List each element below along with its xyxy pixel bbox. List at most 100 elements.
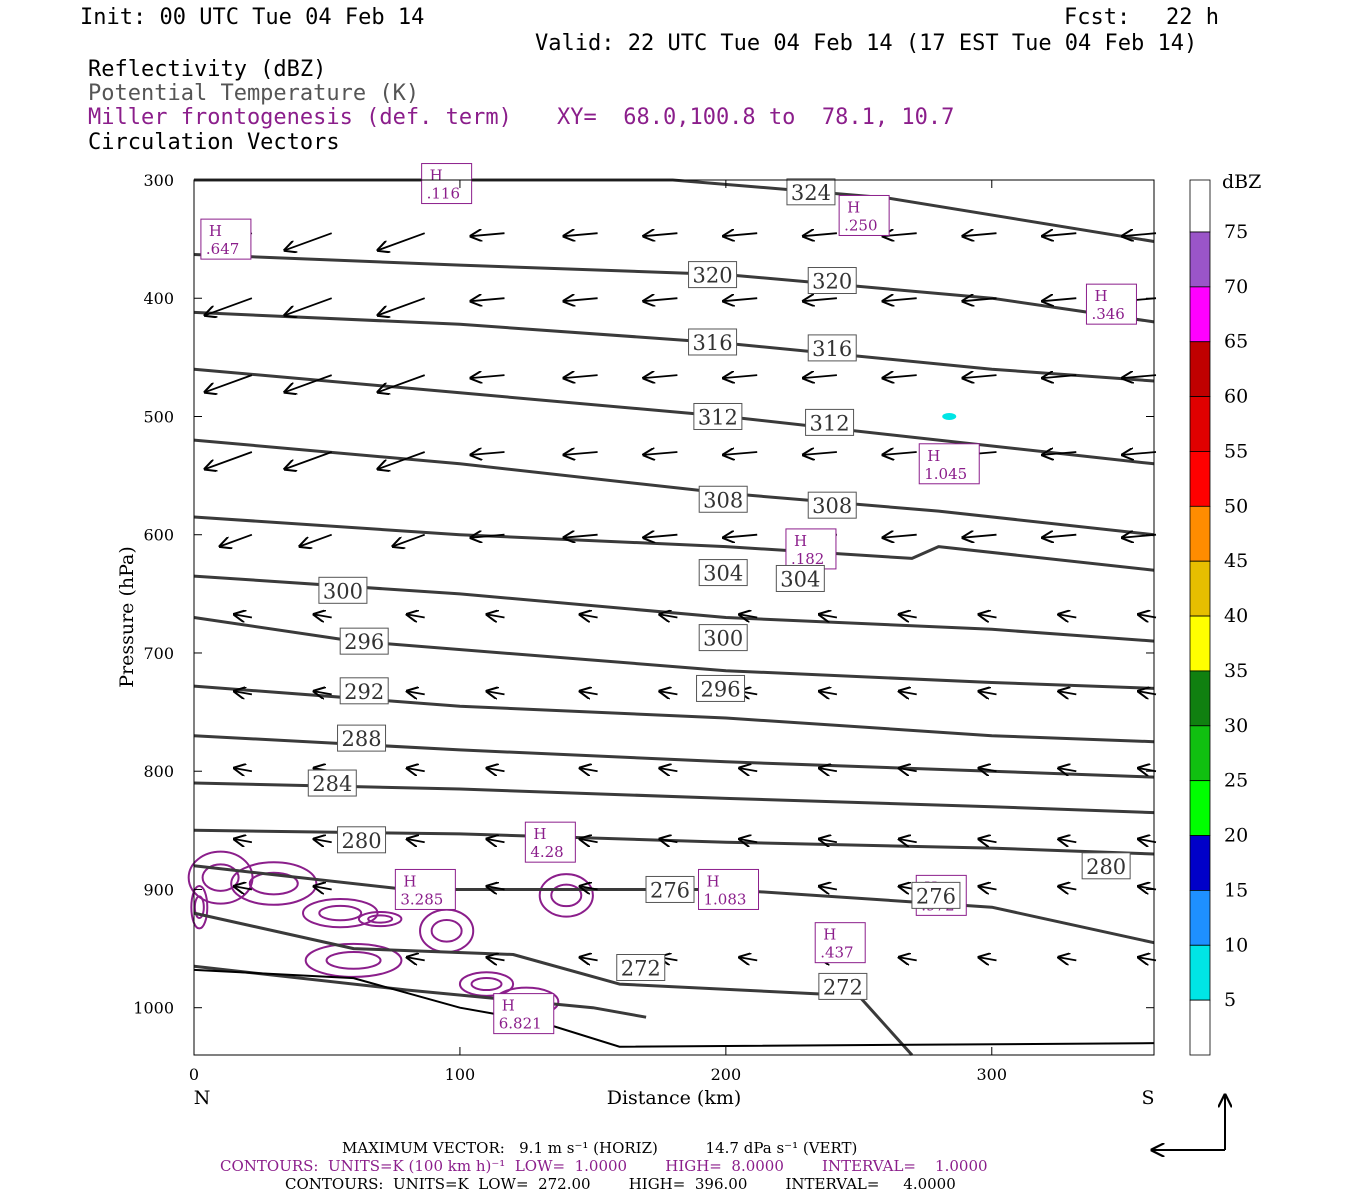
circulation-vector [963, 298, 997, 301]
theta-contour-304 [193, 574, 1155, 643]
frontogenesis-max-box [421, 163, 473, 205]
frontogenesis-contour [458, 971, 515, 997]
theta-label: 272 [823, 975, 863, 999]
circulation-vector [1138, 957, 1157, 960]
circulation-vector [1059, 768, 1077, 771]
circulation-vector [1042, 298, 1077, 301]
theta-contour-312 [193, 367, 1155, 466]
theta-label: 324 [791, 181, 831, 205]
circulation-vector [979, 957, 997, 960]
theta-label: 300 [703, 627, 743, 651]
frontogenesis-max-box [394, 868, 456, 910]
theta-label: 304 [703, 562, 743, 586]
circulation-vector [660, 691, 678, 694]
frontogenesis-contour [190, 884, 209, 930]
frontogenesis-max-value: 4.28 [530, 843, 563, 861]
colorbar-label: 70 [1224, 276, 1248, 298]
frontogenesis-max-box [918, 443, 980, 485]
frontogenesis-max-box [838, 194, 890, 236]
frontogenesis-contour [318, 904, 363, 922]
circulation-vector [378, 297, 426, 315]
circulation-vector [1042, 535, 1077, 538]
circulation-vector [899, 691, 917, 694]
y-tick-label: 700 [143, 644, 174, 663]
south-end-label: S [1141, 1087, 1154, 1109]
colorbar-band [1189, 725, 1211, 782]
circulation-vector [1059, 691, 1077, 694]
theta-label-box [1081, 852, 1131, 880]
circulation-vector [314, 839, 332, 842]
frontogenesis-max-value: .116 [427, 185, 460, 203]
theta-label: 316 [812, 337, 852, 361]
theta-label-box [818, 972, 868, 1000]
circulation-vector [564, 375, 598, 378]
frontogenesis-max-value: .182 [791, 550, 824, 568]
theta-label: 292 [344, 680, 384, 704]
circulation-vector [580, 886, 598, 889]
colorbar-band [1189, 615, 1211, 672]
x-tick-label: 300 [977, 1065, 1008, 1084]
colorbar-label: 55 [1224, 440, 1248, 462]
frontogenesis-max-marker: H [823, 926, 836, 944]
frontogenesis-contour [357, 910, 403, 928]
frontogenesis-contour [302, 897, 379, 929]
frontogenesis-max-box [200, 218, 252, 260]
frontogenesis-contour [430, 919, 463, 943]
theta-label-box [307, 769, 357, 797]
y-tick-label: 1000 [133, 999, 174, 1018]
field-frontogenesis: Miller frontogenesis (def. term) [88, 105, 512, 130]
theta-label-box [688, 328, 738, 356]
frontogenesis-max-value: .647 [206, 240, 239, 258]
colorbar-band [1189, 835, 1211, 891]
circulation-vector [803, 233, 837, 236]
x-axis-label: Distance (km) [607, 1087, 742, 1109]
theta-contour-308 [193, 515, 1155, 572]
circulation-vector [580, 839, 598, 842]
theta-label-box [645, 875, 695, 903]
circulation-vector [407, 614, 425, 617]
frontogenesis-contour [419, 908, 475, 954]
circulation-vector [979, 886, 997, 889]
colorbar-band [1189, 451, 1211, 507]
circulation-vector [883, 535, 917, 538]
colorbar-label: 45 [1224, 550, 1248, 572]
theta-label: 312 [698, 405, 738, 429]
frontogenesis-contour-note: CONTOURS: UNITS=K (100 km h)⁻¹ LOW= 1.00… [220, 1157, 988, 1175]
circulation-vector [205, 374, 253, 392]
frontogenesis-contour [248, 871, 299, 896]
colorbar-band [1189, 341, 1211, 398]
circulation-vector [644, 375, 678, 378]
circulation-vector [1122, 233, 1157, 236]
field-circulation-vectors: Circulation Vectors [88, 130, 340, 155]
theta-contour-316 [193, 310, 1155, 383]
theta-label-box [807, 267, 857, 295]
circulation-vector [883, 452, 917, 455]
circulation-vector [285, 232, 333, 250]
theta-label: 320 [693, 264, 733, 288]
frontogenesis-contour [193, 895, 205, 919]
circulation-vector [487, 886, 505, 889]
circulation-vector [723, 298, 758, 301]
circulation-vector [300, 533, 333, 547]
circulation-vector [487, 768, 505, 771]
theta-label: 280 [1086, 855, 1126, 879]
circulation-vector [487, 839, 505, 842]
theta-contour-312 [193, 438, 1155, 537]
theta-contour-276 [193, 911, 914, 1057]
colorbar-band [1189, 999, 1211, 1056]
theta-label: 308 [703, 488, 743, 512]
circulation-vector [407, 839, 425, 842]
circulation-vector [979, 768, 997, 771]
frontogenesis-max-box [698, 868, 760, 910]
forecast-label: Fcst: [1064, 5, 1131, 30]
circulation-vector [580, 691, 598, 694]
circulation-vector [1042, 375, 1077, 378]
circulation-vector [471, 535, 505, 538]
frontogenesis-max-marker: H [1094, 287, 1107, 305]
circulation-vector [819, 768, 838, 771]
colorbar-band [1189, 560, 1211, 617]
frontogenesis-max-value: 1.045 [924, 465, 967, 483]
frontogenesis-max-marker: H [927, 447, 940, 465]
colorbar-band [1189, 944, 1211, 1001]
theta-label-box [698, 485, 748, 513]
